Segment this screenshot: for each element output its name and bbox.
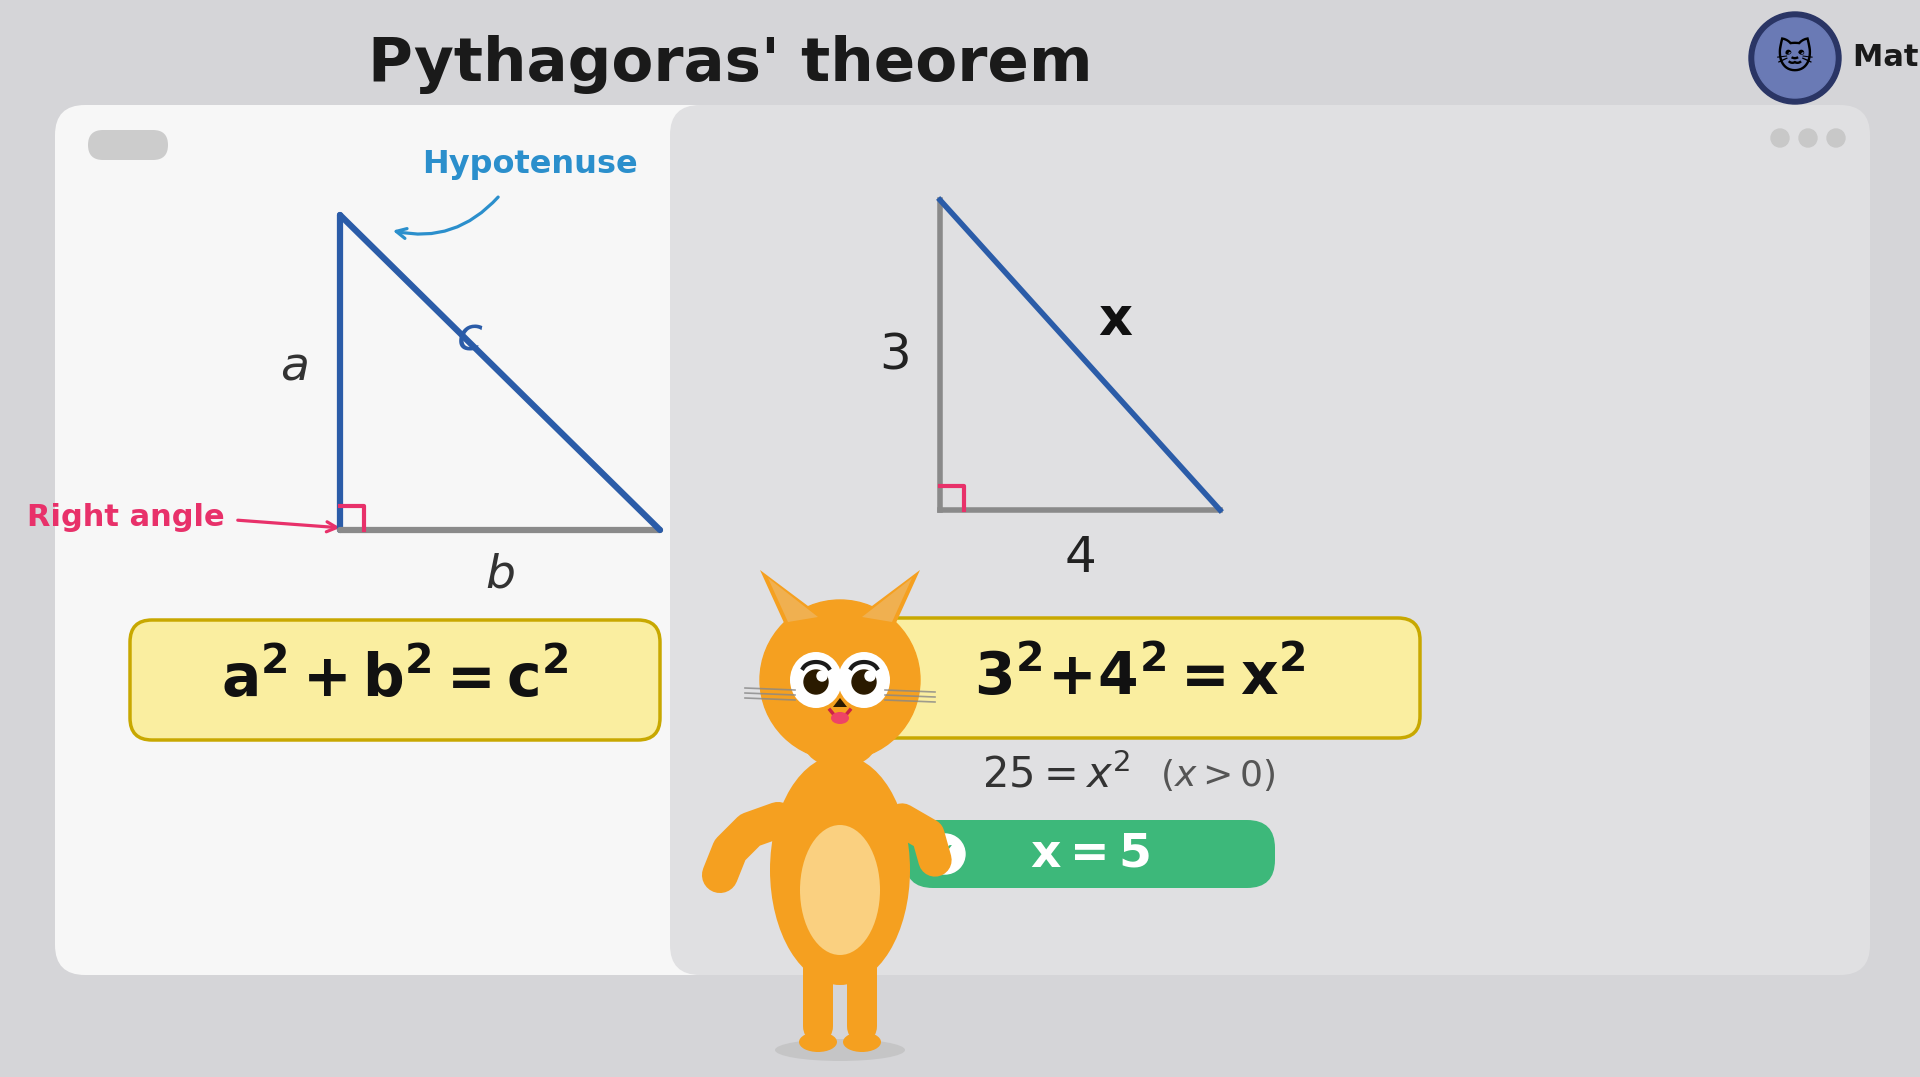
Ellipse shape (799, 1032, 837, 1052)
FancyBboxPatch shape (56, 104, 925, 975)
Ellipse shape (837, 652, 891, 708)
Text: ✓: ✓ (935, 842, 956, 866)
Circle shape (1755, 18, 1836, 98)
Circle shape (818, 671, 828, 681)
Ellipse shape (770, 755, 910, 985)
Text: x: x (1098, 294, 1133, 346)
Text: Pythagoras' theorem: Pythagoras' theorem (369, 36, 1092, 95)
Text: Right angle: Right angle (27, 504, 225, 532)
Text: 🐱: 🐱 (1776, 43, 1814, 78)
Circle shape (760, 600, 920, 760)
Text: $\mathbf{x = 5}$: $\mathbf{x = 5}$ (1029, 831, 1150, 877)
FancyBboxPatch shape (131, 620, 660, 740)
Text: c: c (457, 316, 484, 361)
Circle shape (1799, 129, 1816, 146)
Circle shape (804, 670, 828, 694)
Ellipse shape (801, 825, 879, 955)
Text: $\mathbf{3^2\!+\! 4^2 = x^2}$: $\mathbf{3^2\!+\! 4^2 = x^2}$ (973, 649, 1306, 708)
FancyBboxPatch shape (847, 920, 877, 1040)
Polygon shape (760, 570, 820, 625)
Text: b: b (486, 553, 515, 598)
Circle shape (852, 670, 876, 694)
Text: 3: 3 (879, 331, 910, 379)
Ellipse shape (843, 1032, 881, 1052)
Circle shape (925, 834, 966, 875)
Circle shape (1770, 129, 1789, 146)
Ellipse shape (803, 713, 877, 768)
FancyBboxPatch shape (860, 618, 1421, 738)
Text: $\mathbf{a^2 + b^2 = c^2}$: $\mathbf{a^2 + b^2 = c^2}$ (221, 651, 568, 709)
Ellipse shape (789, 652, 843, 708)
Ellipse shape (831, 712, 849, 724)
Circle shape (1828, 129, 1845, 146)
Polygon shape (833, 698, 847, 707)
Ellipse shape (776, 1039, 904, 1061)
Polygon shape (768, 578, 818, 623)
FancyBboxPatch shape (904, 820, 1275, 889)
Polygon shape (860, 570, 920, 625)
Circle shape (866, 671, 876, 681)
FancyBboxPatch shape (88, 130, 169, 160)
Polygon shape (862, 578, 912, 623)
Text: $(x > 0)$: $(x > 0)$ (1160, 757, 1275, 793)
FancyBboxPatch shape (670, 104, 1870, 975)
Circle shape (1749, 12, 1841, 104)
Text: Maths Angel: Maths Angel (1853, 43, 1920, 72)
Text: 4: 4 (1064, 534, 1096, 582)
FancyBboxPatch shape (803, 920, 833, 1040)
Text: Hypotenuse: Hypotenuse (422, 150, 637, 181)
Text: $25 = x^2$: $25 = x^2$ (981, 754, 1131, 796)
Text: a: a (280, 346, 309, 391)
